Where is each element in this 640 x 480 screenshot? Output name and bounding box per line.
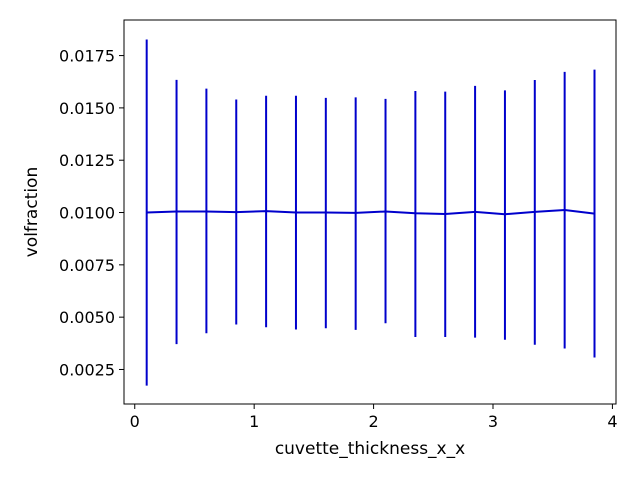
x-tick-label: 0 xyxy=(130,412,140,431)
x-axis-label: cuvette_thickness_x_x xyxy=(275,439,465,459)
x-tick-label: 1 xyxy=(249,412,259,431)
x-tick-label: 4 xyxy=(607,412,617,431)
y-tick-label: 0.0075 xyxy=(59,256,115,275)
y-tick-label: 0.0050 xyxy=(59,308,115,327)
y-tick-label: 0.0100 xyxy=(59,204,115,223)
y-tick-label: 0.0125 xyxy=(59,151,115,170)
x-tick-label: 3 xyxy=(488,412,498,431)
series-line xyxy=(146,208,595,216)
x-axis: 0 1 2 3 4 xyxy=(130,404,618,431)
y-axis: 0.0025 0.0050 0.0075 0.0100 0.0125 0.0150 0.01… xyxy=(59,47,124,379)
y-tick-label: 0.0175 xyxy=(59,47,115,66)
y-tick-label: 0.0150 xyxy=(59,99,115,118)
y-tick-label: 0.0025 xyxy=(59,360,115,379)
x-tick-label: 2 xyxy=(368,412,378,431)
plot-frame xyxy=(123,19,617,405)
y-axis-label: volfraction xyxy=(22,167,42,258)
